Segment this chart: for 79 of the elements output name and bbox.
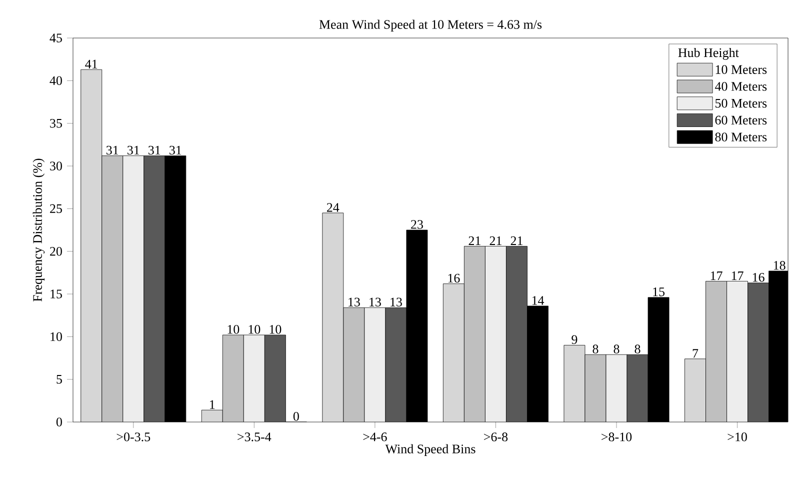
bar	[442, 284, 464, 422]
bar	[706, 281, 727, 422]
bar	[122, 156, 144, 422]
bar	[364, 307, 386, 422]
data-label: 8	[592, 344, 598, 354]
y-tick-label: 15	[50, 290, 62, 298]
data-label: 41	[85, 60, 98, 68]
bar	[264, 334, 286, 422]
legend-label: 40 Meters	[714, 82, 767, 91]
x-tick-label: >4-6	[363, 432, 387, 442]
bar	[564, 345, 586, 422]
data-label: 10	[270, 324, 282, 334]
bar	[506, 246, 528, 422]
data-label: 0	[293, 412, 299, 421]
data-label: 13	[390, 298, 402, 306]
bar	[80, 70, 102, 422]
y-tick-label: 25	[50, 204, 62, 214]
data-label: 16	[448, 274, 460, 283]
data-label: 31	[148, 146, 160, 155]
bar	[626, 354, 648, 422]
y-tick-label: 20	[50, 246, 62, 256]
data-label: 10	[248, 324, 260, 334]
bar	[385, 307, 407, 422]
bar	[243, 334, 265, 422]
bar	[322, 212, 344, 422]
data-label: 14	[532, 296, 544, 305]
data-label: 1	[210, 400, 215, 409]
data-label: 18	[774, 260, 786, 270]
x-tick-label: >8-10	[602, 432, 632, 442]
data-label: 21	[490, 236, 502, 246]
data-label: 21	[510, 236, 522, 246]
bar	[684, 358, 706, 422]
x-tick-label: >0-3.5	[116, 432, 150, 442]
data-label: 17	[710, 271, 722, 280]
data-label: 31	[128, 146, 140, 155]
bar	[726, 281, 748, 422]
bar	[464, 246, 486, 422]
bar	[485, 246, 506, 422]
data-label: 13	[348, 298, 360, 306]
legend-label: 60 Meters	[715, 116, 767, 125]
bar	[202, 410, 223, 422]
bar	[584, 354, 606, 422]
bar	[102, 156, 123, 422]
x-axis-title: Wind Speed Bins	[385, 444, 476, 456]
y-tick-label: 30	[50, 162, 62, 170]
data-label: 8	[634, 344, 640, 354]
x-tick-label: >6-8	[484, 432, 508, 442]
data-label: 7	[692, 349, 698, 358]
y-tick-label: 5	[56, 375, 62, 384]
bar	[222, 334, 244, 422]
bar	[144, 156, 165, 422]
data-label: 9	[572, 335, 578, 344]
bar	[748, 282, 770, 422]
chart-title: Mean Wind Speed at 10 Meters = 4.63 m/s	[319, 20, 542, 32]
data-label: 10	[228, 324, 240, 334]
y-tick-label: 10	[50, 332, 62, 342]
data-label: 24	[326, 203, 340, 212]
legend-label: 50 Meters	[715, 98, 767, 108]
data-label: 16	[752, 272, 764, 282]
data-label: 31	[170, 146, 182, 155]
y-tick-label: 35	[50, 118, 62, 128]
data-label: 13	[370, 298, 381, 306]
data-label: 15	[653, 288, 665, 296]
bar	[606, 354, 628, 422]
y-axis-title: Frequency Distribution (%)	[32, 158, 45, 302]
y-tick-label: 40	[50, 76, 62, 86]
data-label: 31	[106, 146, 118, 155]
data-label: 21	[468, 236, 480, 246]
legend-label: 10 Meters	[716, 65, 767, 74]
legend-title: Hub Height	[678, 48, 739, 60]
legend-label: 80 Meters	[715, 132, 767, 142]
data-label: 8	[614, 344, 620, 354]
x-tick-label: >10	[728, 432, 747, 442]
bar	[343, 307, 365, 422]
y-tick-label: 45	[50, 34, 62, 42]
x-tick-label: >3.5-4	[238, 432, 272, 442]
y-tick-label: 0	[56, 418, 62, 426]
data-label: 23	[411, 220, 423, 229]
data-label: 17	[732, 271, 744, 280]
